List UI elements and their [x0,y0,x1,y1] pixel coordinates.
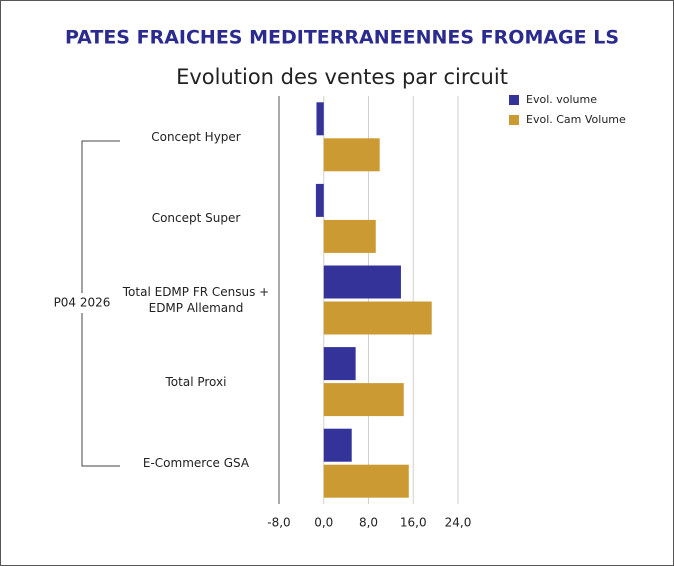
bar [323,347,356,381]
legend-label: Evol. volume [526,93,597,106]
y-tick-label: Concept Super [151,211,241,226]
bar [323,464,409,498]
y-tick-label: Concept Hyper [151,129,241,144]
legend-swatch [509,95,519,105]
bar [323,301,432,335]
bar [323,265,401,299]
x-tick-label: 24,0 [445,516,472,530]
x-tick-label: 16,0 [400,516,427,530]
y-tick-label: Total Proxi [165,374,227,389]
legend-label: Evol. Cam Volume [526,113,626,126]
y-tick-label: Total EDMP FR Census + EDMP Allemand [122,285,270,315]
legend-swatch [509,115,519,125]
bar [323,219,376,253]
x-tick-label: 8,0 [359,516,378,530]
chart-title: PATES FRAICHES MEDITERRANEENNES FROMAGE … [65,27,619,49]
x-tick-label: 0,0 [314,516,333,530]
bar [316,102,324,136]
y-tick-label: E-Commerce GSA [142,456,250,471]
bar [323,138,380,172]
bar [315,183,324,217]
group-label-bg [47,293,117,313]
chart-subtitle: Evolution des ventes par circuit [176,65,508,89]
bar [323,383,404,417]
bar [323,428,352,462]
x-tick-label: -8,0 [267,516,290,530]
group-label: P04 2026 [54,296,111,310]
